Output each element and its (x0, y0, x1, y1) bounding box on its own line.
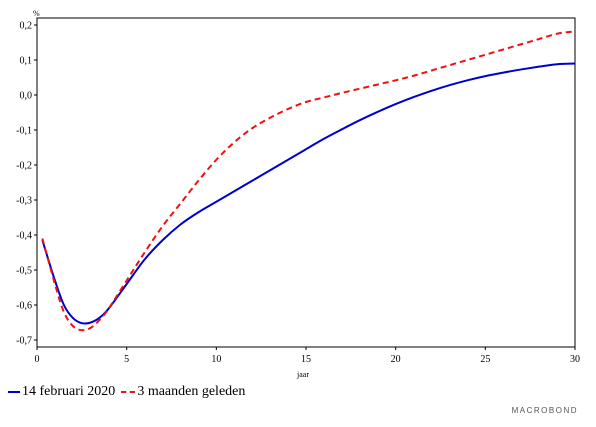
x-tick-label: 15 (301, 354, 311, 365)
y-axis: 0,2 0,1 0,0 -0,1 -0,2 -0,3 -0,4 -0,5 -0,6 -0,7 (16, 21, 37, 347)
legend-swatch-solid (8, 391, 20, 393)
legend-swatch-dashed (121, 391, 136, 393)
legend-label: 3 maanden geleden (137, 384, 246, 399)
x-axis: 0 5 10 15 20 25 30 (35, 347, 580, 365)
y-tick-label: -0,5 (16, 266, 32, 277)
series-line-1 (41, 62, 576, 325)
y-tick-label: 0,1 (20, 56, 33, 67)
y-tick-label: 0,2 (20, 21, 33, 32)
brand-watermark: MACROBOND (511, 406, 578, 415)
x-tick-label: 10 (211, 354, 221, 365)
x-tick-label: 30 (570, 354, 580, 365)
x-tick-label: 5 (124, 354, 129, 365)
y-tick-label: -0,3 (16, 196, 32, 207)
series-group (41, 30, 576, 332)
legend-label: 14 februari 2020 (22, 384, 116, 399)
y-tick-label: -0,7 (16, 336, 32, 347)
plot-frame (36, 17, 576, 348)
y-tick-label: -0,6 (16, 301, 32, 312)
y-tick-label: 0,0 (20, 91, 33, 102)
x-tick-label: 20 (391, 354, 401, 365)
y-axis-unit-label: % (33, 9, 40, 18)
y-tick-label: -0,1 (16, 126, 32, 137)
y-tick-label: -0,2 (16, 161, 32, 172)
y-tick-label: -0,4 (16, 231, 32, 242)
x-tick-label: 0 (35, 354, 40, 365)
legend-item-series-2: 3 maanden geleden (121, 384, 245, 400)
series-line-2 (41, 30, 576, 332)
legend: 14 februari 2020 3 maanden geleden (8, 384, 251, 400)
x-tick-label: 25 (480, 354, 490, 365)
x-axis-label: jaar (296, 370, 309, 379)
legend-item-series-1: 14 februari 2020 (8, 384, 115, 400)
line-chart: % 0,20,10,0-0,1-0,2-0,3-0,4-0,5-0,6-0,7 … (16, 9, 580, 379)
